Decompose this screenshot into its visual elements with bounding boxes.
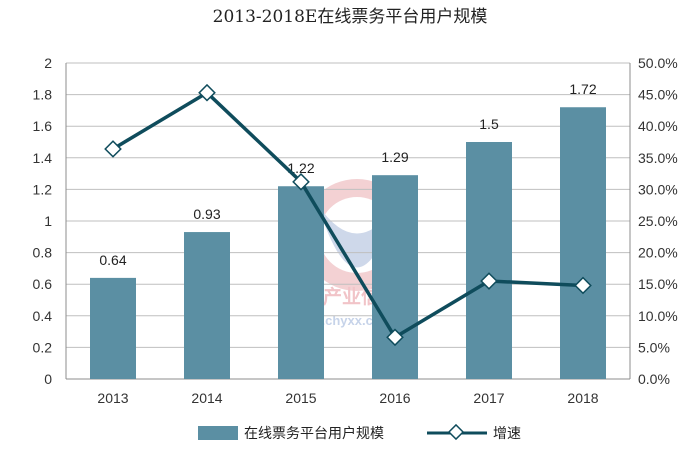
bar — [372, 175, 418, 379]
x-axis-tick-label: 2014 — [191, 390, 222, 406]
bar — [466, 142, 512, 379]
legend: 在线票务平台用户规模 增速 — [198, 423, 521, 441]
legend-bar-swatch — [198, 426, 238, 440]
left-axis-tick-label: 0 — [44, 371, 52, 387]
chart-title: 2013-2018E在线票务平台用户规模 — [213, 7, 488, 27]
bar — [184, 232, 230, 379]
growth-line — [112, 90, 584, 340]
left-axis-tick-label: 0.4 — [33, 308, 53, 324]
bar — [90, 277, 136, 379]
x-axis-tick-label: 2018 — [567, 390, 598, 406]
legend-bar-label: 在线票务平台用户规模 — [244, 425, 384, 441]
right-axis-ticks: 0.0% 5.0% 10.0% 15.0% 20.0% 25.0% 30.0% 35.0% 40… — [638, 55, 678, 387]
growth-point-marker — [480, 272, 498, 290]
bar-data-label: 0.64 — [99, 252, 126, 268]
bar-series — [90, 107, 606, 380]
left-axis-tick-label: 0.6 — [33, 276, 53, 292]
bar-data-labels: 0.64 0.93 1.22 1.29 1.5 1.72 — [99, 81, 596, 268]
left-axis-tick-label: 1.4 — [33, 150, 53, 166]
left-axis-tick-label: 2 — [44, 55, 52, 71]
legend-line-label: 增速 — [493, 425, 521, 441]
right-axis-tick-label: 40.0% — [638, 118, 678, 134]
right-axis-tick-label: 30.0% — [638, 181, 678, 197]
left-axis-tick-label: 0.2 — [33, 339, 53, 355]
bar-data-label: 1.29 — [381, 149, 408, 165]
bar-data-label: 0.93 — [193, 206, 220, 222]
growth-point-marker — [292, 172, 310, 191]
bar-data-label: 1.72 — [569, 81, 596, 97]
left-axis-tick-label: 1.2 — [33, 181, 53, 197]
right-axis-tick-label: 0.0% — [638, 371, 670, 387]
left-axis-tick-label: 1 — [44, 213, 52, 229]
left-axis-tick-label: 1.6 — [33, 118, 53, 134]
growth-point-marker — [386, 328, 404, 347]
x-axis-tick-label: 2017 — [473, 390, 504, 406]
right-axis-tick-label: 10.0% — [638, 308, 678, 324]
x-axis-tick-label: 2013 — [97, 390, 128, 406]
growth-line-series — [104, 83, 592, 347]
right-axis-tick-label: 5.0% — [638, 339, 670, 355]
left-axis-ticks: 0 0.2 0.4 0.6 0.8 1 1.2 1.4 1.6 1.8 2 — [33, 55, 53, 387]
right-axis-tick-label: 25.0% — [638, 213, 678, 229]
growth-point-marker — [104, 140, 122, 158]
growth-point-marker — [198, 83, 216, 102]
right-axis-tick-label: 15.0% — [638, 276, 678, 292]
x-axis-ticks: 2013 2014 2015 2016 2017 2018 — [97, 390, 598, 406]
right-axis-tick-label: 45.0% — [638, 87, 678, 103]
right-axis-tick-label: 50.0% — [638, 55, 678, 71]
x-axis-tick-label: 2015 — [285, 390, 316, 406]
left-axis-tick-label: 1.8 — [33, 87, 53, 103]
left-axis-tick-label: 0.8 — [33, 245, 53, 261]
right-axis-tick-label: 20.0% — [638, 245, 678, 261]
right-axis-tick-label: 35.0% — [638, 150, 678, 166]
bar — [560, 107, 606, 380]
legend-line-marker — [447, 423, 465, 441]
gridlines — [65, 62, 631, 380]
x-axis-tick-label: 2016 — [379, 390, 410, 406]
bar-data-label: 1.22 — [287, 160, 314, 176]
bar-data-label: 1.5 — [479, 116, 499, 132]
growth-point-marker — [574, 276, 592, 295]
bar — [278, 186, 324, 379]
